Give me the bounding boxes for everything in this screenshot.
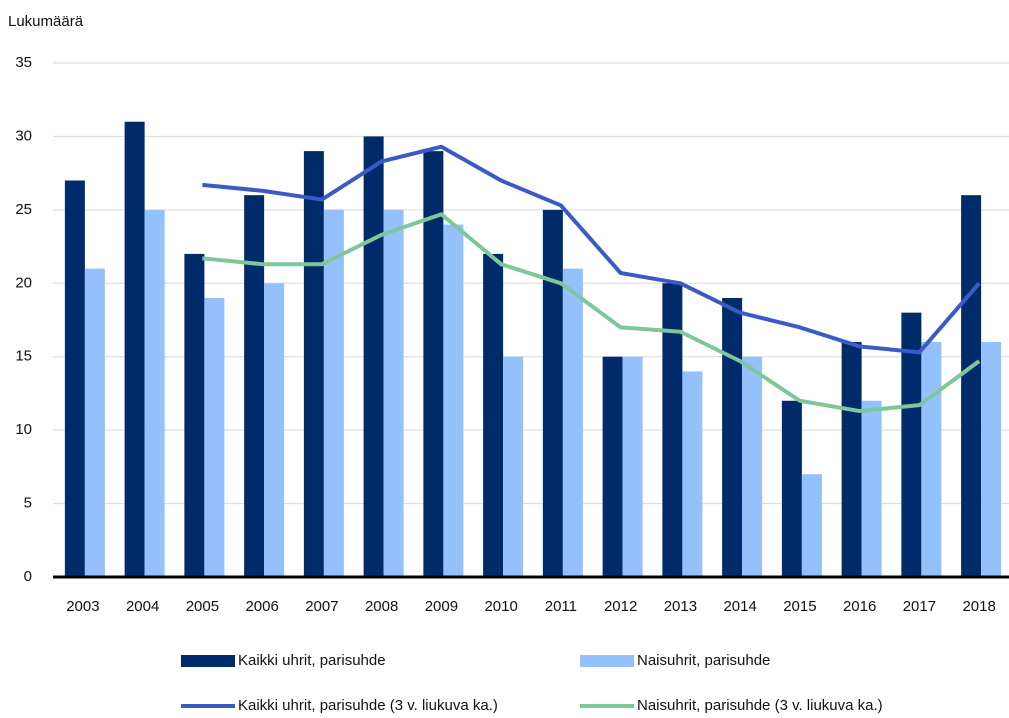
bar — [742, 356, 763, 577]
legend-label: Kaikki uhrit, parisuhde (3 v. liukuva ka… — [238, 697, 498, 714]
x-tick-label: 2005 — [186, 598, 219, 615]
bar — [781, 400, 802, 577]
bar — [542, 209, 563, 577]
line-series — [202, 212, 981, 414]
bar — [961, 195, 982, 577]
legend-swatch — [181, 655, 235, 667]
bar — [483, 253, 504, 577]
bar — [682, 371, 703, 577]
x-tick-label: 2018 — [962, 598, 995, 615]
bar — [84, 268, 105, 577]
bar — [503, 356, 524, 577]
y-tick-label: 35 — [15, 54, 32, 71]
bar — [264, 283, 285, 577]
bar — [921, 342, 942, 577]
x-tick-label: 2013 — [664, 598, 697, 615]
y-tick-label: 5 — [24, 495, 32, 512]
y-axis-label: Lukumäärä — [8, 13, 84, 30]
bar — [124, 121, 145, 577]
bar — [204, 297, 225, 577]
x-tick-label: 2012 — [604, 598, 637, 615]
y-tick-label: 20 — [15, 274, 32, 291]
y-tick-label: 0 — [24, 568, 32, 585]
x-tick-label: 2010 — [484, 598, 517, 615]
x-tick-label: 2008 — [365, 598, 398, 615]
bar — [383, 209, 404, 577]
x-tick-label: 2015 — [783, 598, 816, 615]
bar — [602, 356, 623, 577]
bar — [662, 283, 683, 577]
legend-label: Naisuhrit, parisuhde (3 v. liukuva ka.) — [637, 697, 883, 714]
y-tick-label: 30 — [15, 127, 32, 144]
x-tick-label: 2011 — [545, 598, 577, 615]
bar — [423, 151, 444, 577]
bar — [622, 356, 643, 577]
bar — [443, 224, 464, 578]
x-tick-label: 2014 — [723, 598, 756, 615]
x-tick-label: 2009 — [425, 598, 458, 615]
y-tick-label: 10 — [15, 421, 32, 438]
bar — [901, 312, 922, 577]
line-series — [202, 144, 981, 355]
bar — [841, 342, 862, 577]
bar — [981, 342, 1002, 577]
bar — [323, 209, 344, 577]
bar — [244, 195, 265, 577]
legend-swatch — [580, 655, 634, 667]
bar — [184, 253, 205, 577]
bar — [64, 180, 85, 577]
bar — [562, 268, 583, 577]
x-tick-label: 2016 — [843, 598, 876, 615]
x-tick-label: 2007 — [305, 598, 338, 615]
bar — [722, 297, 743, 577]
x-tick-label: 2017 — [903, 598, 936, 615]
legend-label: Kaikki uhrit, parisuhde — [238, 652, 386, 669]
x-tick-label: 2003 — [66, 598, 99, 615]
y-tick-label: 15 — [15, 348, 32, 365]
bar — [144, 209, 165, 577]
x-tick-label: 2004 — [126, 598, 159, 615]
bar — [861, 400, 882, 577]
bar — [363, 136, 384, 577]
legend-label: Naisuhrit, parisuhde — [637, 652, 770, 669]
bar — [303, 151, 324, 577]
x-tick-label: 2006 — [245, 598, 278, 615]
y-tick-label: 25 — [15, 201, 32, 218]
bar — [801, 474, 822, 577]
